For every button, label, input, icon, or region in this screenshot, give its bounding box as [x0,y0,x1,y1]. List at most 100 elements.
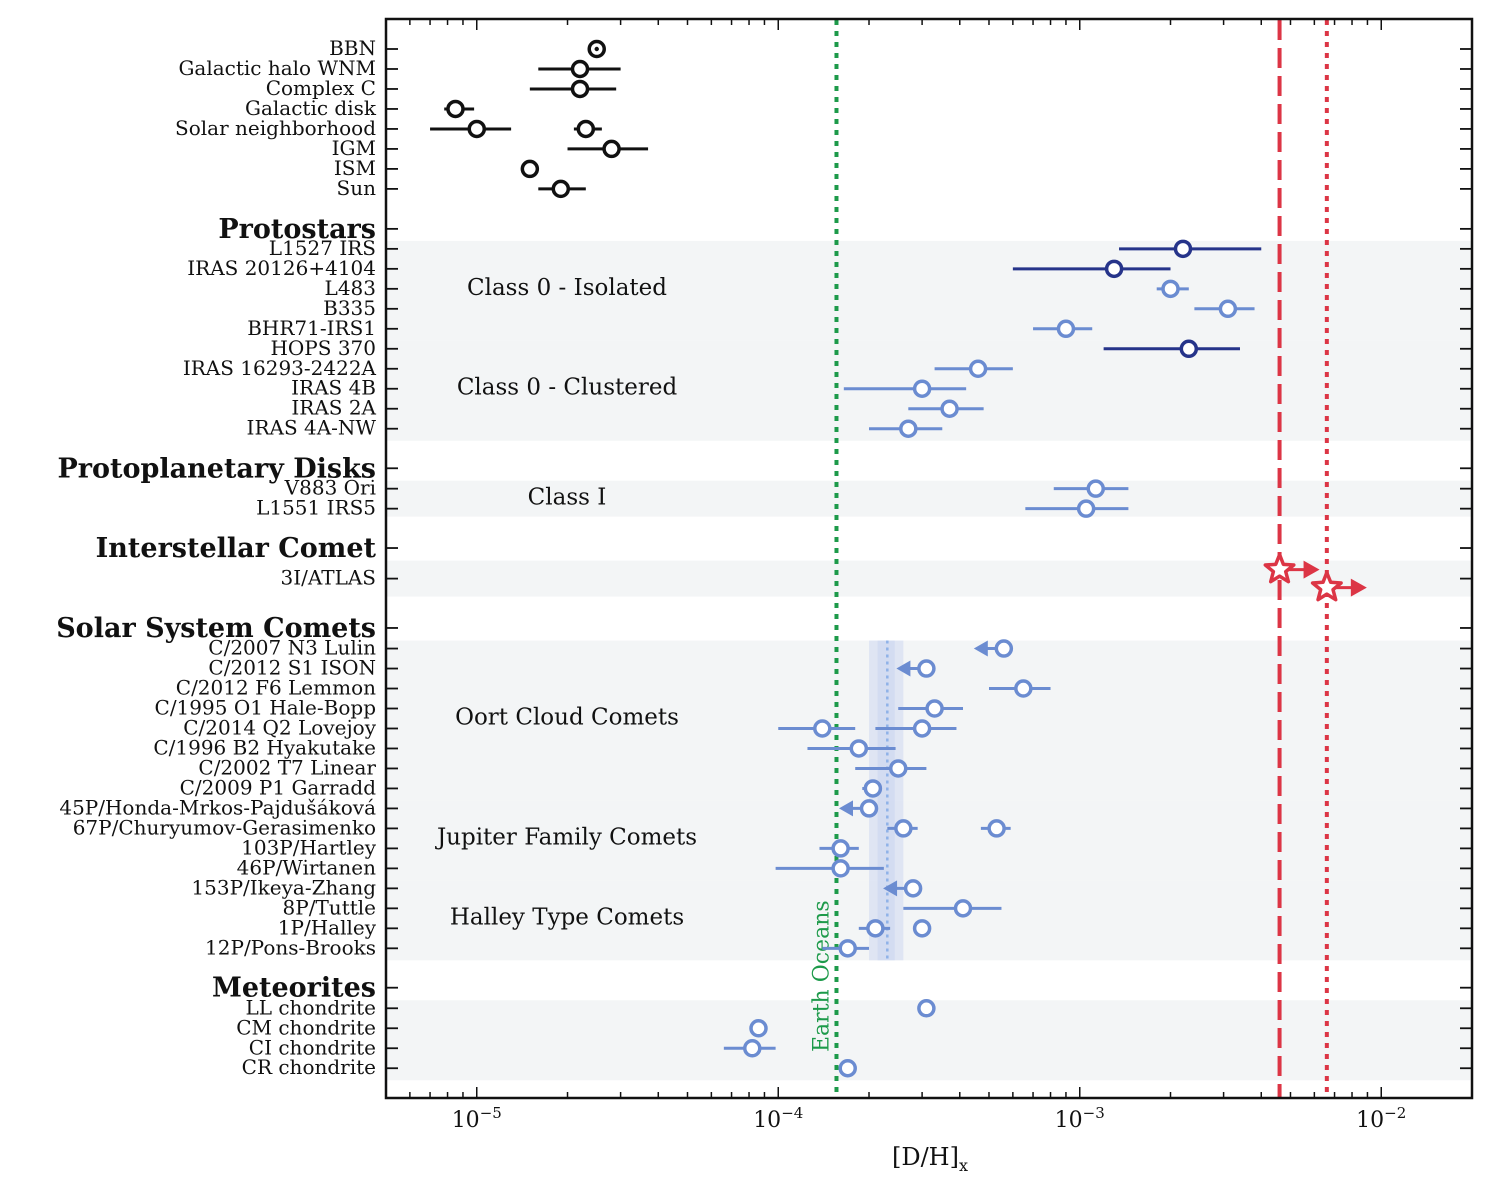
point-67p-churyumov-gerasimenko-1-marker [894,819,913,838]
point-v883-ori-marker [1086,479,1105,498]
point-103p-hartley-marker [831,839,850,858]
point-complex-c-marker [570,79,590,99]
point-c-2009-p1-garradd-marker [863,779,883,798]
point-bbn-marker-dot [594,46,599,52]
point-iras-2a-marker [940,399,959,418]
x-tick-base: 10 [452,1108,480,1133]
x-tick-label-10-3: 10−3 [1055,1104,1105,1133]
point-c-1995-o1-hale-bopp-marker [925,699,944,718]
point-iras-4a-nw-marker [899,419,918,438]
point-12p-pons-brooks-marker [838,939,857,958]
shaded-band-5 [387,800,1471,881]
point-3i-atlas-2-limit-arrow [1350,578,1367,597]
point-c-1996-b2-hyakutake-marker [849,739,869,758]
row-label-l1551-irs5: L1551 IRS5 [256,496,376,520]
group-labels: Class 0 - Isolated Class 0 - Clustered Cla… [435,275,697,931]
group-label-class-0-clustered: Class 0 - Clustered [457,375,678,401]
point-cm-chondrite-marker [749,1019,768,1038]
row-label-l1527-irs: L1527 IRS [269,236,376,260]
group-label-halley-type-comets: Halley Type Comets [450,904,684,930]
point-1p-halley-1-marker [866,919,885,938]
row-label-c-2012-f6-lemmon: C/2012 F6 Lemmon [176,676,376,700]
x-axis-title-subscript: x [959,1156,968,1175]
reference-line-label-earth-oceans: Earth Oceans [809,900,834,1052]
x-tick-exponent: −5 [480,1104,502,1122]
point-c-2014-q2-lovejoy-2-marker [912,719,932,738]
point-galactic-halo-wnm-marker [570,59,590,79]
row-label-iras-4b: IRAS 4B [291,376,376,400]
section-header-solar-system-comets: Solar System Comets [56,613,376,644]
row-label-sun: Sun [337,176,377,200]
row-label-bbn: BBN [329,36,376,60]
point-galactic-disk-marker [446,99,465,119]
shaded-band-6 [387,880,1471,961]
point-1p-halley-2-marker [912,919,932,938]
section-header-meteorites: Meteorites [212,973,376,1004]
x-tick-base: 10 [1055,1108,1083,1133]
point-c-2014-q2-lovejoy-1-marker [813,719,832,738]
point-c-2012-f6-lemmon-marker [1014,679,1033,698]
row-label-67p-churyumov-gerasimenko: 67P/Churyumov-Gerasimenko [73,815,376,839]
point-ism-marker [520,159,540,179]
point-45p-honda-mrkos-pajdu-kov-marker [859,799,879,818]
x-tick-exponent: −4 [781,1104,803,1122]
row-label-c-1996-b2-hyakutake: C/1996 B2 Hyakutake [153,735,376,759]
row-label-c-2012-s1-ison: C/2012 S1 ISON [208,656,376,680]
row-label-iras-20126-4104: IRAS 20126+4104 [187,256,376,280]
row-label-galactic-halo-wnm: Galactic halo WNM [178,56,376,80]
shaded-band-0 [387,240,1471,341]
data-points [430,39,1367,1078]
point-l483-marker [1161,279,1180,299]
point-153p-ikeya-zhang-marker [903,879,923,898]
row-label-complex-c: Complex C [266,76,376,100]
point-c-2007-n3-lulin-marker [994,639,1014,658]
row-label-hops-370: HOPS 370 [270,336,376,360]
x-tick-label-10-4: 10−4 [753,1104,803,1133]
x-tick-base: 10 [1356,1108,1384,1133]
row-label-iras-16293-2422a: IRAS 16293-2422A [183,356,377,380]
point-l1527-irs-marker [1173,239,1193,259]
row-label-v883-ori: V883 Ori [284,476,376,500]
section-header-interstellar-comet: Interstellar Comet [96,533,377,564]
point-b335-marker [1218,299,1238,319]
point-cr-chondrite-marker [838,1058,857,1078]
row-label-8p-tuttle: 8P/Tuttle [283,895,376,919]
row-label-c-2002-t7-linear: C/2002 T7 Linear [198,755,376,779]
point-solar-neighborhood-1-marker [467,119,487,139]
x-tick-exponent: −2 [1384,1104,1406,1122]
x-axis-title: [D/H]x [892,1143,968,1175]
row-label-ci-chondrite: CI chondrite [249,1035,376,1059]
row-label-c-2007-n3-lulin: C/2007 N3 Lulin [208,636,376,660]
x-tick-label-10-2: 10−2 [1356,1104,1406,1133]
point-c-2012-s1-ison-limit-arrow [896,660,911,677]
point-8p-tuttle-marker [953,899,973,918]
row-label-c-1995-o1-hale-bopp: C/1995 O1 Hale-Bopp [155,696,376,720]
point-iras-4b-marker [912,379,932,398]
row-label-iras-4a-nw: IRAS 4A-NW [247,416,377,440]
row-label-3i-atlas: 3I/ATLAS [281,566,376,590]
group-label-jupiter-family-comets: Jupiter Family Comets [435,824,697,850]
section-headers: Protostars Protoplanetary Disks Interstell… [56,214,376,1004]
row-label-ll-chondrite: LL chondrite [245,995,376,1019]
plot-frame [384,17,1474,1100]
row-label-cr-chondrite: CR chondrite [242,1055,376,1079]
point-sun-marker [551,179,571,199]
x-tick-label-10-5: 10−5 [452,1104,502,1133]
row-label-1p-halley: 1P/Halley [278,915,377,939]
section-header-protostars: Protostars [218,214,376,245]
row-label-103p-hartley: 103P/Hartley [241,835,377,859]
row-label-153p-ikeya-zhang: 153P/Ikeya-Zhang [191,875,376,899]
row-label-igm: IGM [332,136,376,160]
point-153p-ikeya-zhang-limit-arrow [883,880,898,897]
row-label-ism: ISM [334,156,376,180]
x-axis: 10−5 10−4 10−3 10−2 [409,19,1473,1133]
point-iras-20126-4104-marker [1104,259,1124,279]
point-c-2007-n3-lulin-limit-arrow [973,640,988,657]
point-46p-wirtanen-marker [831,859,850,878]
row-label-iras-2a: IRAS 2A [291,396,376,420]
row-label-solar-neighborhood: Solar neighborhood [175,116,376,140]
point-c-2002-t7-linear-marker [888,759,908,778]
row-label-c-2009-p1-garradd: C/2009 P1 Garradd [180,775,377,799]
